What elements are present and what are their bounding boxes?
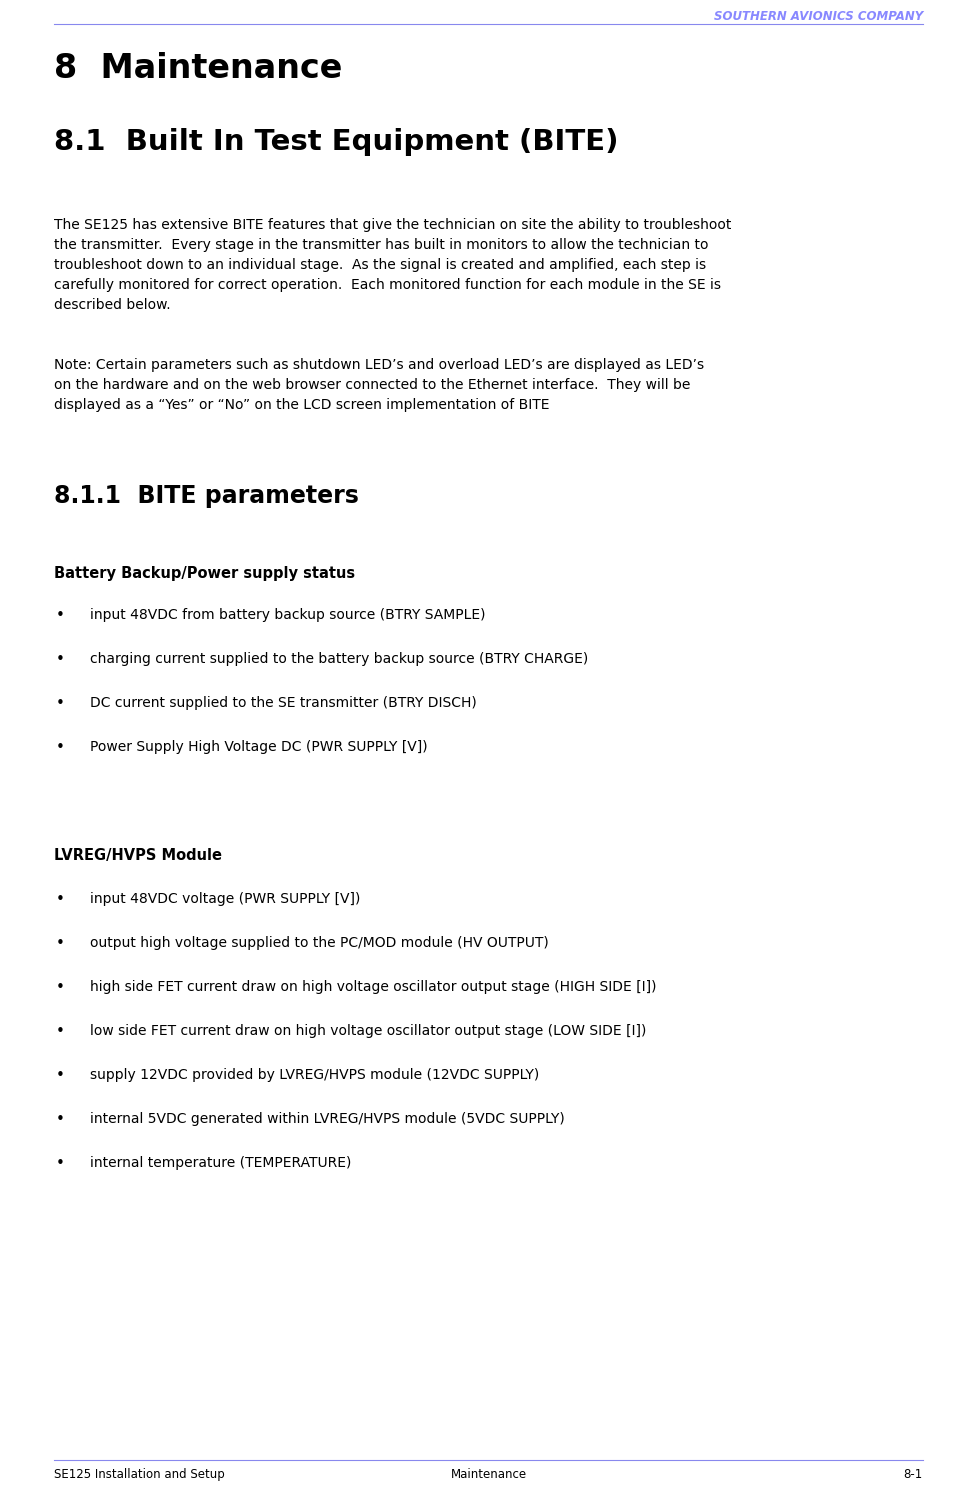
Text: low side FET current draw on high voltage oscillator output stage (LOW SIDE [I]): low side FET current draw on high voltag… <box>90 1024 647 1038</box>
Text: input 48VDC voltage (PWR SUPPLY [V]): input 48VDC voltage (PWR SUPPLY [V]) <box>90 892 361 906</box>
Text: the transmitter.  Every stage in the transmitter has built in monitors to allow : the transmitter. Every stage in the tran… <box>54 239 708 252</box>
Text: charging current supplied to the battery backup source (BTRY CHARGE): charging current supplied to the battery… <box>90 652 588 665</box>
Text: on the hardware and on the web browser connected to the Ethernet interface.  The: on the hardware and on the web browser c… <box>54 377 691 392</box>
Text: •: • <box>56 935 64 950</box>
Text: Maintenance: Maintenance <box>450 1468 527 1482</box>
Text: 8.1  Built In Test Equipment (BITE): 8.1 Built In Test Equipment (BITE) <box>54 128 618 157</box>
Text: high side FET current draw on high voltage oscillator output stage (HIGH SIDE [I: high side FET current draw on high volta… <box>90 980 657 994</box>
Text: troubleshoot down to an individual stage.  As the signal is created and amplifie: troubleshoot down to an individual stage… <box>54 258 706 272</box>
Text: •: • <box>56 1112 64 1126</box>
Text: •: • <box>56 695 64 712</box>
Text: •: • <box>56 892 64 907</box>
Text: •: • <box>56 1156 64 1171</box>
Text: supply 12VDC provided by LVREG/HVPS module (12VDC SUPPLY): supply 12VDC provided by LVREG/HVPS modu… <box>90 1068 539 1082</box>
Text: SOUTHERN AVIONICS COMPANY: SOUTHERN AVIONICS COMPANY <box>714 10 923 22</box>
Text: carefully monitored for correct operation.  Each monitored function for each mod: carefully monitored for correct operatio… <box>54 278 721 292</box>
Text: Battery Backup/Power supply status: Battery Backup/Power supply status <box>54 565 355 580</box>
Text: •: • <box>56 740 64 755</box>
Text: •: • <box>56 980 64 995</box>
Text: internal temperature (TEMPERATURE): internal temperature (TEMPERATURE) <box>90 1156 352 1170</box>
Text: •: • <box>56 609 64 624</box>
Text: •: • <box>56 1024 64 1038</box>
Text: 8  Maintenance: 8 Maintenance <box>54 52 342 85</box>
Text: output high voltage supplied to the PC/MOD module (HV OUTPUT): output high voltage supplied to the PC/M… <box>90 935 549 950</box>
Text: 8-1: 8-1 <box>904 1468 923 1482</box>
Text: •: • <box>56 1068 64 1083</box>
Text: DC current supplied to the SE transmitter (BTRY DISCH): DC current supplied to the SE transmitte… <box>90 695 477 710</box>
Text: internal 5VDC generated within LVREG/HVPS module (5VDC SUPPLY): internal 5VDC generated within LVREG/HVP… <box>90 1112 565 1126</box>
Text: •: • <box>56 652 64 667</box>
Text: described below.: described below. <box>54 298 171 312</box>
Text: SE125 Installation and Setup: SE125 Installation and Setup <box>54 1468 225 1482</box>
Text: LVREG/HVPS Module: LVREG/HVPS Module <box>54 847 222 862</box>
Text: The SE125 has extensive BITE features that give the technician on site the abili: The SE125 has extensive BITE features th… <box>54 218 732 231</box>
Text: Note: Certain parameters such as shutdown LED’s and overload LED’s are displayed: Note: Certain parameters such as shutdow… <box>54 358 704 372</box>
Text: displayed as a “Yes” or “No” on the LCD screen implementation of BITE: displayed as a “Yes” or “No” on the LCD … <box>54 398 549 412</box>
Text: 8.1.1  BITE parameters: 8.1.1 BITE parameters <box>54 483 359 507</box>
Text: input 48VDC from battery backup source (BTRY SAMPLE): input 48VDC from battery backup source (… <box>90 609 486 622</box>
Text: Power Supply High Voltage DC (PWR SUPPLY [V]): Power Supply High Voltage DC (PWR SUPPLY… <box>90 740 428 753</box>
